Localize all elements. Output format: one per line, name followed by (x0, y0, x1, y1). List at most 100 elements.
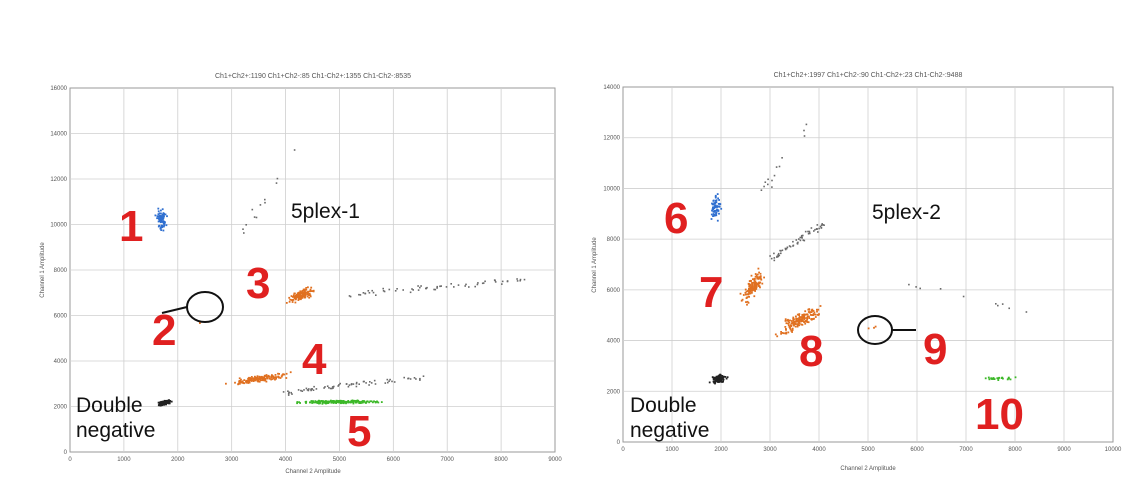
scatter-point (305, 402, 307, 404)
scatter-point (821, 223, 823, 225)
scatter-point (754, 290, 756, 292)
right-x-tick-label: 6000 (910, 447, 924, 453)
scatter-point (276, 177, 279, 180)
scatter-point (168, 402, 171, 405)
scatter-point (261, 375, 263, 378)
scatter-point (749, 289, 752, 292)
scatter-point (254, 378, 257, 380)
scatter-point (254, 376, 257, 379)
scatter-point (300, 389, 302, 392)
scatter-point (757, 267, 760, 270)
scatter-point (253, 216, 256, 218)
scatter-point (335, 401, 338, 403)
scatter-point (166, 215, 168, 218)
scatter-point (725, 377, 728, 380)
scatter-point (792, 322, 795, 324)
scatter-point (712, 215, 714, 217)
scatter-point (808, 230, 811, 233)
scatter-point (801, 236, 803, 239)
scatter-point (796, 317, 799, 320)
scatter-point (417, 289, 420, 291)
scatter-point (252, 380, 255, 382)
scatter-point (445, 286, 448, 288)
scatter-point (301, 297, 304, 299)
scatter-point (321, 401, 324, 404)
scatter-point (348, 295, 351, 297)
scatter-point (805, 319, 808, 322)
scatter-point (753, 283, 756, 286)
scatter-point (280, 375, 283, 378)
scatter-point (294, 292, 296, 295)
scatter-point (374, 401, 377, 403)
scatter-point (337, 385, 339, 387)
scatter-point (812, 310, 815, 312)
scatter-point (794, 325, 797, 328)
scatter-point (720, 207, 723, 210)
scatter-point (751, 286, 754, 289)
scatter-point (308, 290, 311, 293)
scatter-point (908, 283, 910, 286)
scatter-point (716, 206, 719, 208)
scatter-point (287, 394, 290, 396)
scatter-point (315, 388, 318, 390)
scatter-point (787, 331, 790, 334)
scatter-point (164, 221, 166, 224)
scatter-point (258, 376, 261, 379)
scatter-point (717, 381, 719, 383)
scatter-point (1002, 377, 1004, 380)
scatter-point (158, 212, 161, 215)
scatter-point (771, 179, 773, 182)
scatter-point (339, 382, 341, 385)
scatter-point (749, 286, 752, 289)
scatter-point (281, 374, 284, 376)
scatter-point (806, 313, 808, 316)
scatter-point (1007, 376, 1010, 379)
scatter-point (260, 379, 262, 382)
scatter-point (713, 202, 715, 205)
scatter-point (769, 255, 771, 257)
scatter-point (362, 401, 364, 403)
scatter-point (422, 375, 425, 377)
scatter-point (1008, 307, 1010, 310)
scatter-point (711, 202, 713, 205)
scatter-point (759, 275, 762, 278)
scatter-point (742, 294, 745, 296)
scatter-point (282, 391, 285, 393)
scatter-point (264, 375, 267, 377)
scatter-point (756, 276, 759, 278)
scatter-point (311, 388, 313, 390)
scatter-point (264, 198, 266, 201)
scatter-point (792, 323, 795, 326)
scatter-point (352, 400, 355, 402)
scatter-point (713, 378, 715, 380)
scatter-point (159, 221, 162, 224)
scatter-point (261, 379, 264, 381)
scatter-point (800, 320, 803, 323)
scatter-point (156, 217, 158, 220)
scatter-point (984, 377, 987, 380)
scatter-point (248, 380, 250, 383)
scatter-point (268, 376, 271, 378)
scatter-point (750, 274, 753, 277)
cluster-points-10 (984, 376, 1017, 381)
scatter-point (754, 273, 757, 275)
scatter-point (417, 285, 419, 287)
plex-label-2: 5plex-2 (872, 201, 941, 224)
scatter-point (816, 224, 819, 226)
scatter-point (795, 319, 798, 321)
scatter-point (760, 278, 763, 281)
scatter-point (299, 290, 302, 293)
scatter-point (409, 378, 412, 380)
scatter-point (715, 205, 718, 208)
left-x-tick-label: 9000 (548, 457, 562, 463)
scatter-point (237, 383, 240, 385)
scatter-point (803, 135, 806, 137)
scatter-point (798, 313, 801, 315)
left-x-tick-label: 1000 (117, 457, 131, 463)
scatter-point (372, 401, 374, 404)
scatter-point (786, 246, 789, 249)
cluster-label-7: 7 (699, 268, 723, 317)
cluster-points-7 (739, 267, 765, 306)
scatter-point (803, 239, 806, 242)
scatter-point (774, 333, 777, 336)
